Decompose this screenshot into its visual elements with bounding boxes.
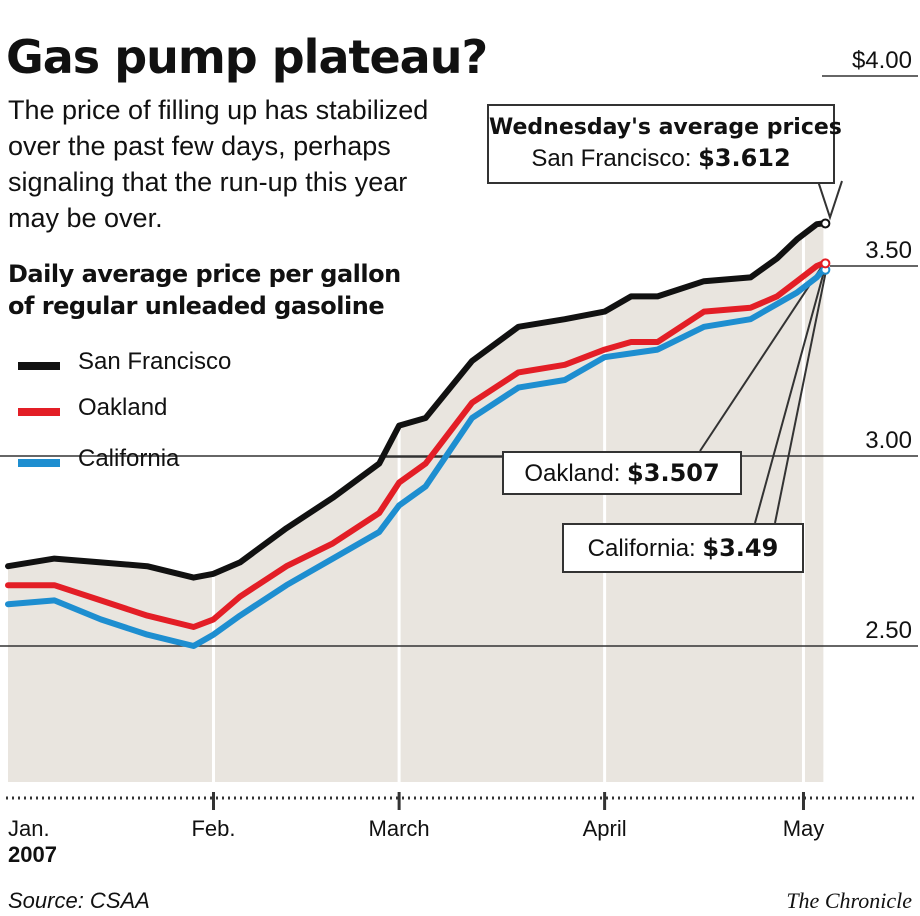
leader-california-b (774, 273, 827, 524)
callout-california-label: California: (587, 535, 696, 562)
y-tick-label: 2.50 (865, 617, 912, 644)
legend-item-san-francisco: San Francisco (18, 348, 278, 380)
gridlines: 2.50 3.00 3.50 $4.00 (0, 47, 918, 647)
callout-california-value: $3.49 (702, 534, 779, 562)
series-line-oakland (5, 260, 827, 630)
legend-item-oakland: Oakland (18, 394, 278, 426)
callout-leaders (380, 180, 843, 524)
source-note: Source: CSAA (8, 888, 150, 913)
y-tick-label: $4.00 (852, 47, 912, 74)
legend-label: Oakland (78, 394, 168, 421)
x-tick-label: May (783, 816, 825, 841)
series-end-point (820, 258, 831, 269)
callout-oakland-label: Oakland: (524, 460, 621, 487)
chart-title: Gas pump plateau? (6, 30, 488, 84)
x-axis-year: 2007 (8, 842, 57, 867)
legend-label: San Francisco (78, 348, 232, 375)
axis-ticks: Jan. Feb. March April May (6, 792, 918, 841)
y-tick-label: 3.00 (865, 427, 912, 454)
legend-item-california: California (18, 445, 278, 477)
callout-wednesday-prices: Wednesday's average prices San Francisco… (487, 104, 842, 184)
y-tick-label: 3.50 (865, 237, 912, 264)
x-tick-label: Feb. (191, 816, 235, 841)
callout-sf-value: $3.612 (698, 144, 791, 172)
callout-oakland-value: $3.507 (627, 459, 720, 487)
y-axis-label: Daily average price per gallon of regula… (8, 260, 401, 320)
area-fill (8, 223, 824, 782)
publisher-logo: The Chronicle (786, 888, 912, 913)
x-tick-label: March (369, 816, 430, 841)
callout-sf-label: San Francisco: (531, 145, 692, 172)
leader-sf (817, 180, 843, 221)
leader-oakland (699, 266, 823, 452)
legend-label: California (78, 445, 180, 472)
leader-california-a (754, 273, 825, 524)
series-line-california (5, 266, 827, 649)
callout-oakland: Oakland: $3.507 (502, 451, 742, 495)
series-lines (5, 218, 831, 649)
callout-header: Wednesday's average prices (489, 115, 842, 140)
series-line-san-francisco (5, 220, 827, 581)
callout-california: California: $3.49 (562, 523, 804, 573)
series-end-point (820, 218, 831, 229)
x-tick-label: Jan. (8, 816, 50, 841)
legend-swatch (18, 362, 60, 370)
x-tick-label: April (583, 816, 627, 841)
legend-swatch (18, 408, 60, 416)
chart-subtitle: The price of filling up has stabilized o… (8, 95, 429, 233)
legend-swatch (18, 459, 60, 467)
